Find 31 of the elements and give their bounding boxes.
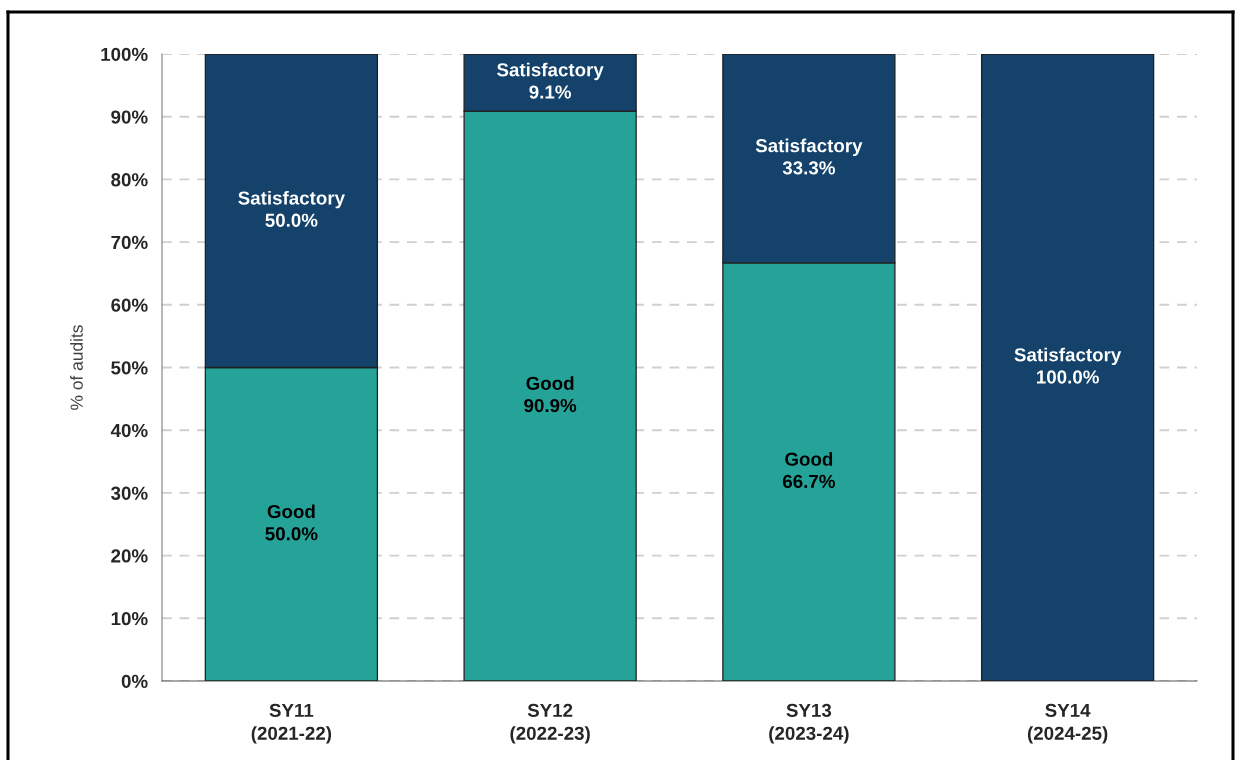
y-tick-label: 90% <box>111 110 148 124</box>
text: Good <box>526 376 574 390</box>
y-tick-label: 20% <box>111 549 148 563</box>
data-label: 50.0% <box>265 527 318 541</box>
bar <box>980 54 1155 681</box>
data-label: 50.0% <box>265 213 318 227</box>
series-label: Good <box>785 452 833 466</box>
y-tick-label: 0% <box>121 674 148 688</box>
x-tick-label: SY12 (2022-23) <box>510 703 590 744</box>
y-tick-label: 10% <box>111 612 148 626</box>
text: Satisfactory <box>1014 347 1122 366</box>
data-label: 66.7% <box>782 474 835 489</box>
x-tick-label: SY14 (2024-25) <box>1027 703 1108 744</box>
text: Satisfactory <box>238 190 345 209</box>
y-tick-label: 80% <box>111 173 148 187</box>
data-label: 90.9% <box>524 398 577 413</box>
data-label: 33.3% <box>782 161 835 175</box>
text: Good <box>267 504 315 519</box>
data-label: 9.1% <box>529 85 571 99</box>
data-label: 100.0% <box>1037 370 1099 384</box>
y-tick-label: 70% <box>111 235 148 250</box>
y-tick-label: 100% <box>101 47 148 61</box>
y-axis-title: % of audits <box>70 325 83 410</box>
x-tick-label: SY11 (2021-22) <box>251 703 332 744</box>
y-tick-label: 50% <box>111 361 148 375</box>
y-tick-label: 40% <box>110 423 148 438</box>
y-tick-label: 60% <box>111 298 148 312</box>
series-label: Satisfactory <box>497 62 604 81</box>
x-tick-label: SY13 (2023-24) <box>769 703 849 744</box>
y-tick-label: 30% <box>111 486 148 500</box>
text: Satisfactory <box>755 138 863 157</box>
